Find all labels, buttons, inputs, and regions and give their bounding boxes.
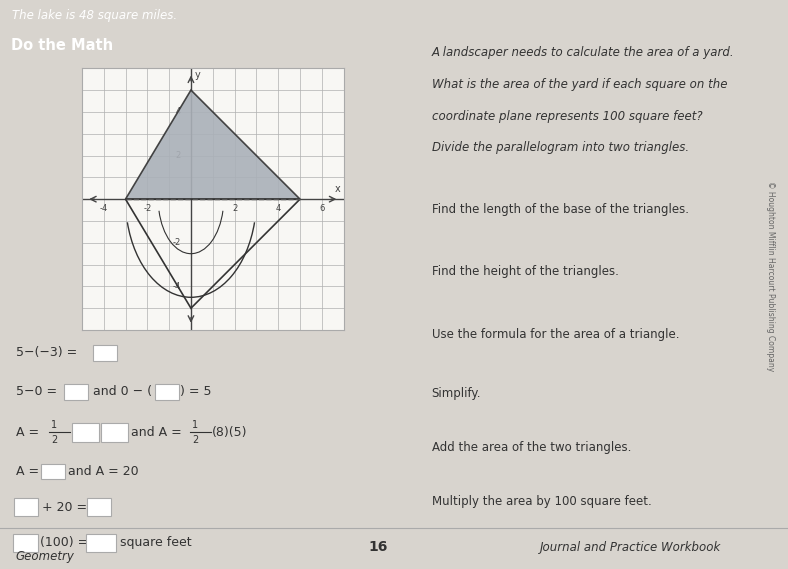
- Text: -2: -2: [173, 238, 181, 248]
- FancyBboxPatch shape: [101, 423, 128, 442]
- Text: A =: A =: [16, 465, 39, 478]
- Text: Simplify.: Simplify.: [432, 387, 481, 400]
- FancyBboxPatch shape: [42, 464, 65, 479]
- FancyBboxPatch shape: [93, 345, 117, 361]
- Text: 4: 4: [176, 108, 181, 117]
- Text: 2: 2: [232, 204, 237, 213]
- FancyBboxPatch shape: [87, 498, 111, 516]
- Text: The lake is 48 square miles.: The lake is 48 square miles.: [12, 9, 177, 22]
- Text: Find the length of the base of the triangles.: Find the length of the base of the trian…: [432, 203, 689, 216]
- FancyBboxPatch shape: [86, 534, 116, 552]
- Text: square feet: square feet: [120, 537, 191, 550]
- Text: -2: -2: [143, 204, 151, 213]
- Text: -4: -4: [99, 204, 108, 213]
- Text: x: x: [335, 184, 340, 193]
- Text: © Houghton Mifflin Harcourt Publishing Company: © Houghton Mifflin Harcourt Publishing C…: [766, 181, 775, 371]
- Text: 5−0 =: 5−0 =: [16, 385, 58, 398]
- Text: Use the formula for the area of a triangle.: Use the formula for the area of a triang…: [432, 328, 679, 341]
- FancyBboxPatch shape: [64, 384, 88, 399]
- FancyBboxPatch shape: [155, 384, 179, 399]
- Text: ) = 5: ) = 5: [180, 385, 212, 398]
- Polygon shape: [125, 90, 300, 199]
- Text: and 0 − (: and 0 − (: [93, 385, 151, 398]
- Text: y: y: [195, 70, 201, 80]
- Text: 6: 6: [319, 204, 325, 213]
- Text: and A =: and A =: [131, 426, 182, 439]
- Text: A landscaper needs to calculate the area of a yard.: A landscaper needs to calculate the area…: [432, 46, 734, 59]
- Text: What is the area of the yard if each square on the: What is the area of the yard if each squ…: [432, 78, 727, 91]
- Text: 2: 2: [176, 151, 181, 160]
- FancyBboxPatch shape: [14, 498, 39, 516]
- Text: + 20 =: + 20 =: [42, 501, 87, 514]
- FancyBboxPatch shape: [72, 423, 99, 442]
- Text: Geometry: Geometry: [16, 550, 75, 563]
- Text: (8)(5): (8)(5): [212, 426, 247, 439]
- Text: 1: 1: [51, 420, 58, 430]
- Text: 5−(−3) =: 5−(−3) =: [16, 347, 77, 359]
- Text: Add the area of the two triangles.: Add the area of the two triangles.: [432, 441, 631, 453]
- Text: Do the Math: Do the Math: [10, 38, 113, 53]
- Text: Find the height of the triangles.: Find the height of the triangles.: [432, 265, 619, 278]
- Text: 2: 2: [192, 435, 199, 444]
- Text: coordinate plane represents 100 square feet?: coordinate plane represents 100 square f…: [432, 110, 702, 122]
- Text: 2: 2: [51, 435, 58, 444]
- FancyBboxPatch shape: [13, 534, 38, 552]
- Text: Journal and Practice Workbook: Journal and Practice Workbook: [540, 541, 721, 554]
- Text: 4: 4: [276, 204, 281, 213]
- Text: 1: 1: [192, 420, 198, 430]
- Text: and A = 20: and A = 20: [68, 465, 139, 478]
- Text: -4: -4: [173, 282, 181, 291]
- Text: 16: 16: [369, 540, 388, 554]
- Text: (100) =: (100) =: [40, 537, 88, 550]
- Text: Divide the parallelogram into two triangles.: Divide the parallelogram into two triang…: [432, 142, 689, 154]
- Text: Multiply the area by 100 square feet.: Multiply the area by 100 square feet.: [432, 494, 651, 508]
- Text: A =: A =: [16, 426, 39, 439]
